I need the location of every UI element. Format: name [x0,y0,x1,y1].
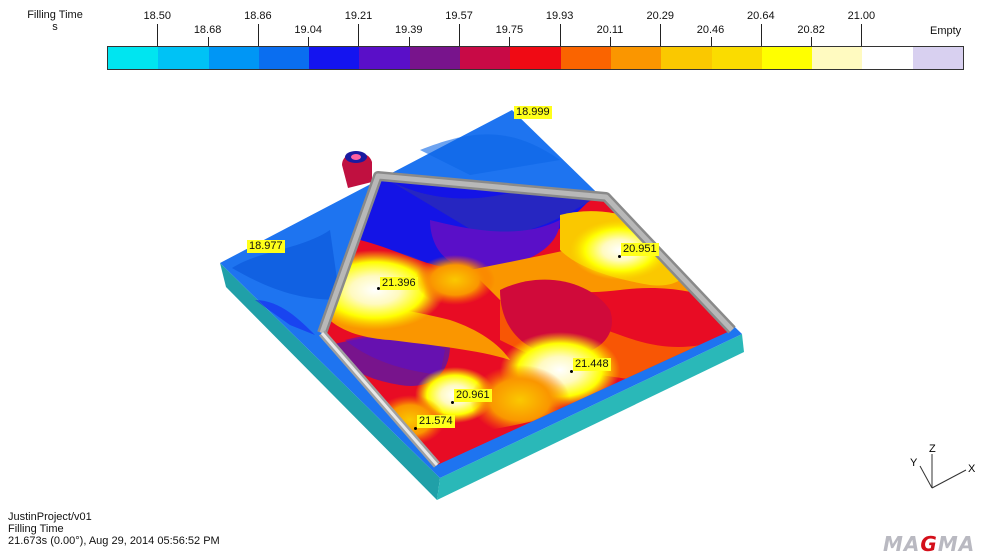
legend-unit: s [52,21,58,33]
result-timestamp: 21.673s (0.00°), Aug 29, 2014 05:56:52 P… [8,535,220,547]
probe-label[interactable]: 21.396 [380,277,418,290]
probe-label[interactable]: 18.977 [247,240,285,253]
legend-tick-mark [710,37,712,46]
color-scale-cell [258,47,310,69]
legend-tick-label: 20.11 [596,24,624,36]
legend-tick-label: 18.86 [244,10,272,22]
color-scale-cell [208,47,259,69]
color-scale-cell [158,47,209,69]
legend-tick-label: 19.93 [545,10,574,22]
legend-tick-mark [861,24,863,46]
legend-tick-mark [811,37,813,46]
legend-tick-mark [559,24,561,46]
legend-tick-label: 21.00 [847,10,876,22]
color-scale-cell [711,47,762,69]
axis-y-label: Y [910,457,918,469]
legend-tick-mark [308,37,310,46]
probe-point [618,255,621,258]
pentagon-rim [317,171,736,468]
probe-point [414,427,417,430]
legend-tick-label: 19.75 [495,24,524,36]
legend-tick-label: 20.82 [797,24,825,36]
color-scale-cell [862,47,913,69]
probe-point [570,370,573,373]
color-scale-cell [108,47,159,69]
color-scale-cell [409,47,461,69]
probe-label[interactable]: 21.448 [573,358,611,371]
color-scale-cell [560,47,611,69]
legend-tick-mark [760,24,762,46]
legend-title: Filling Time s [10,9,100,33]
legend-title-text: Filling Time [27,9,83,21]
color-scale-cell [912,47,964,69]
probe-point [377,287,380,290]
legend-tick-label: 19.39 [394,24,423,36]
probe-label[interactable]: 21.574 [417,415,455,428]
filled-region [322,176,732,465]
legend-tick-label: 19.21 [344,10,373,22]
outer-blue-region [232,134,560,335]
legend-empty-label: Empty [930,25,962,37]
probe-point [451,401,454,404]
legend-tick-mark [509,37,511,46]
legend-tick-label: 20.29 [646,10,674,22]
legend-tick-mark [157,24,159,46]
probe-label[interactable]: 18.999 [514,106,552,119]
result-name: Filling Time [8,523,64,535]
color-scale-cell [359,47,410,69]
legend-tick-mark [609,37,611,46]
legend-tick-mark [207,37,209,46]
legend-tick-label: 20.64 [747,10,775,22]
color-scale-cell [610,47,662,69]
legend-tick-mark [257,24,259,46]
legend-tick-mark [459,24,461,46]
probe-label[interactable]: 20.961 [454,389,492,402]
color-scale-bar [107,46,964,70]
plate-side-walls [220,263,744,500]
legend-tick-mark [660,24,662,46]
result-info: JustinProject/v01 Filling Time 21.673s (… [8,511,220,547]
probe-label[interactable]: 20.951 [621,243,659,256]
legend-tick-label: 18.68 [193,24,222,36]
legend-tick-label: 20.46 [696,24,725,36]
color-scale-cell [309,47,360,69]
sprue-nub [342,151,372,188]
legend-tick-label: 19.04 [294,24,322,36]
axis-triad: Z Y X [910,443,975,489]
legend-tick-mark [408,37,410,46]
color-scale-cell [761,47,813,69]
magma-logo: MAGMA [883,532,976,556]
project-name: JustinProject/v01 [8,511,92,523]
axis-x-label: X [968,463,975,475]
legend-tick-label: 19.57 [445,10,473,22]
color-scale-cell [460,47,511,69]
legend-tick-label: 18.50 [143,10,172,22]
axis-z-label: Z [929,443,936,455]
color-scale-cell [661,47,712,69]
color-scale-cell [812,47,863,69]
color-scale-cell [510,47,561,69]
legend-tick-mark [358,24,360,46]
